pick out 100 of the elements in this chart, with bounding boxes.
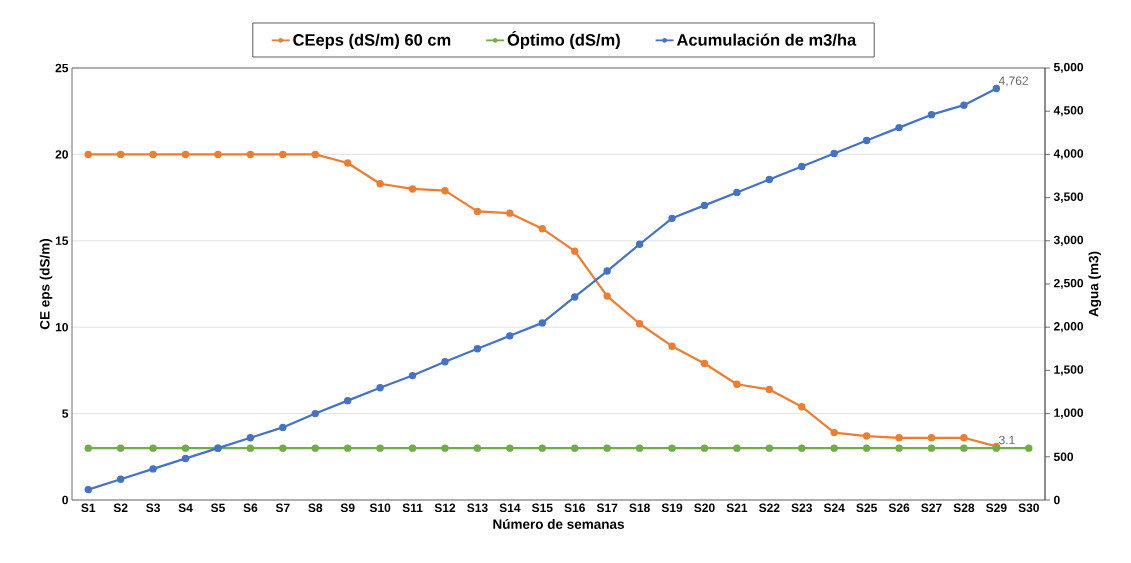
point — [733, 380, 741, 388]
point — [798, 402, 806, 411]
point — [895, 123, 903, 132]
point — [408, 185, 417, 193]
x-tick-label: S15 — [531, 503, 553, 513]
point — [246, 444, 255, 452]
point — [311, 409, 319, 418]
point — [668, 444, 676, 452]
y2-tick-label: 3,000 — [1053, 235, 1084, 246]
point — [895, 434, 903, 442]
x-tick-label: S12 — [434, 503, 456, 513]
point — [571, 293, 579, 301]
y-tick-label: 5 — [62, 409, 69, 418]
y2-tick-label: 2,500 — [1053, 278, 1084, 290]
x-tick-label: S17 — [596, 503, 618, 513]
x-tick-label: S21 — [726, 503, 748, 513]
y2-tick-label: 5,000 — [1053, 62, 1084, 74]
point — [116, 150, 125, 159]
y2-tick-label: 4,000 — [1053, 149, 1084, 160]
x-axis-title: Número de semanas — [493, 518, 624, 529]
data-label: 4,762 — [998, 76, 1028, 87]
point — [214, 150, 222, 159]
point — [149, 465, 157, 473]
point — [538, 225, 546, 233]
point — [84, 150, 92, 159]
point — [830, 428, 838, 437]
x-tick-label: S8 — [308, 503, 323, 513]
y-tick-label: 25 — [55, 63, 69, 73]
point — [279, 423, 287, 432]
point — [765, 175, 774, 184]
x-tick-label: S19 — [661, 503, 683, 513]
x-tick-label: S7 — [275, 503, 290, 513]
point — [149, 150, 157, 159]
y2-tick-label: 2,000 — [1053, 322, 1084, 333]
point — [927, 444, 936, 452]
y2-tick-label: 4,500 — [1053, 106, 1084, 117]
point — [116, 475, 125, 483]
x-tick-label: S18 — [629, 503, 650, 513]
point — [960, 434, 968, 442]
legend-label: Acumulación de m3/ha — [676, 33, 857, 46]
x-tick-label: S30 — [1018, 503, 1039, 513]
point — [960, 101, 968, 109]
point — [603, 292, 611, 300]
x-tick-label: S28 — [953, 503, 975, 513]
point — [538, 444, 546, 452]
data-label: 3.1 — [999, 435, 1015, 445]
point — [441, 358, 449, 366]
point — [862, 136, 871, 145]
y-tick-label: 20 — [55, 150, 68, 159]
point — [798, 162, 806, 171]
point — [700, 359, 709, 368]
point — [506, 444, 514, 452]
point — [473, 345, 482, 353]
x-tick-label: S20 — [694, 503, 715, 513]
point — [181, 150, 190, 159]
x-tick-label: S14 — [499, 503, 521, 513]
y2-tick-label: 3,500 — [1053, 192, 1084, 203]
legend-label: CEeps (dS/m) 60 cm — [293, 33, 451, 50]
point — [765, 385, 774, 394]
point — [246, 150, 255, 159]
y2-axis-title: Agua (m3) — [1088, 251, 1102, 317]
point — [408, 444, 417, 452]
x-tick-label: S5 — [210, 503, 225, 513]
point — [538, 319, 546, 327]
point — [927, 110, 936, 119]
point — [311, 444, 319, 452]
point — [635, 320, 644, 328]
point — [700, 444, 709, 452]
point — [862, 444, 871, 452]
point — [1025, 444, 1033, 452]
point — [603, 444, 611, 452]
point — [376, 383, 384, 392]
y-tick-label: 15 — [55, 236, 69, 245]
point — [181, 454, 190, 463]
point — [700, 201, 709, 210]
point — [473, 444, 482, 452]
point — [733, 444, 741, 452]
point — [668, 342, 676, 350]
y2-tick-label: 0 — [1054, 495, 1060, 505]
x-tick-label: S9 — [340, 503, 355, 513]
x-tick-label: S22 — [759, 503, 780, 513]
legend-label: Óptimo (dS/m) — [507, 30, 620, 50]
point — [246, 434, 255, 442]
point — [895, 444, 903, 452]
point — [765, 444, 774, 452]
point — [181, 444, 190, 452]
point — [862, 432, 871, 440]
point — [279, 150, 287, 159]
x-tick-label: S27 — [921, 503, 942, 513]
point — [992, 84, 1001, 93]
point — [830, 149, 838, 158]
point — [571, 247, 579, 255]
point — [149, 444, 157, 452]
point — [668, 214, 676, 223]
point — [84, 485, 92, 494]
point — [733, 188, 741, 197]
point — [408, 371, 417, 380]
point — [506, 332, 514, 340]
x-tick-label: S4 — [178, 503, 193, 513]
point — [376, 180, 384, 188]
